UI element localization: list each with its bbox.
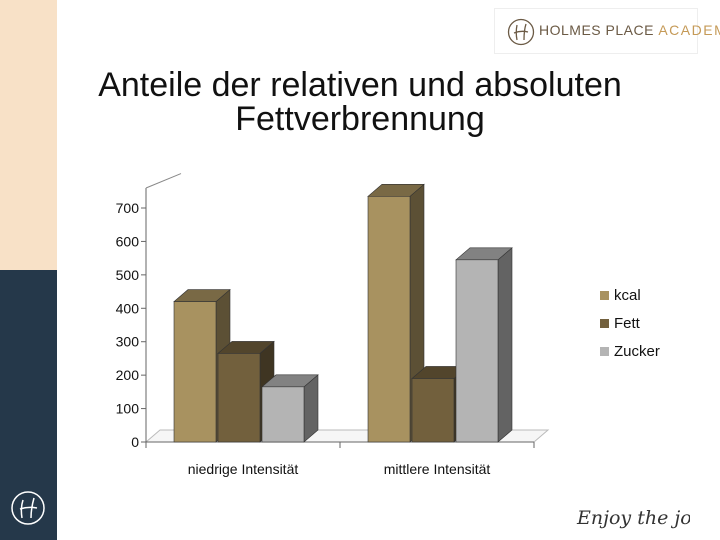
y-tick-label: 700 (116, 200, 140, 216)
bar-front-face (411, 378, 455, 443)
svg-text:Enjoy the journey: Enjoy the journey (576, 507, 690, 529)
legend-label-kcal: kcal (614, 287, 641, 304)
legend-swatch-zucker (600, 347, 609, 356)
hp-monogram-icon (11, 491, 45, 525)
legend-swatch-kcal (600, 291, 609, 300)
legend-label-zucker: Zucker (614, 343, 660, 360)
bar-front-face (217, 353, 261, 443)
y-tick-label: 200 (116, 367, 140, 383)
bar-zucker (261, 374, 319, 443)
bar-front-face (173, 301, 217, 443)
y-tick-label: 100 (116, 401, 140, 417)
slide-title: Anteile der relativen und absoluten Fett… (60, 68, 660, 136)
bar-side-face (497, 247, 513, 443)
bar-front-face (261, 386, 305, 443)
slide-title-line1: Anteile der relativen und absoluten (98, 66, 622, 104)
slogan-signature: Enjoy the journey (576, 507, 690, 529)
logo-word-academy: ACADEMY (658, 22, 720, 38)
x-category-label: mittlere Intensität (384, 461, 491, 477)
x-category-label: niedrige Intensität (188, 461, 299, 477)
legend-swatch-fett (600, 319, 609, 328)
bar-front-face (367, 196, 411, 443)
hp-logo-mark-icon (507, 18, 535, 46)
y-tick-label: 0 (131, 434, 139, 450)
sidebar-accent-top (0, 0, 57, 270)
y-tick-label: 300 (116, 334, 140, 350)
y-tick-label: 600 (116, 233, 140, 249)
logo-text: HOLMES PLACE ACADEMY (539, 22, 720, 38)
academy-logo: HOLMES PLACE ACADEMY (494, 8, 720, 54)
back-wall-edge (145, 173, 182, 189)
y-tick-label: 400 (116, 300, 140, 316)
bar-front-face (455, 259, 499, 443)
logo-word-holmes-place: HOLMES PLACE (539, 22, 654, 38)
bar-zucker (455, 247, 513, 443)
slide-title-line2: Fettverbrennung (235, 100, 485, 138)
sidebar-accent-bottom (0, 270, 57, 540)
legend-label-fett: Fett (614, 315, 641, 332)
y-tick-label: 500 (116, 267, 140, 283)
